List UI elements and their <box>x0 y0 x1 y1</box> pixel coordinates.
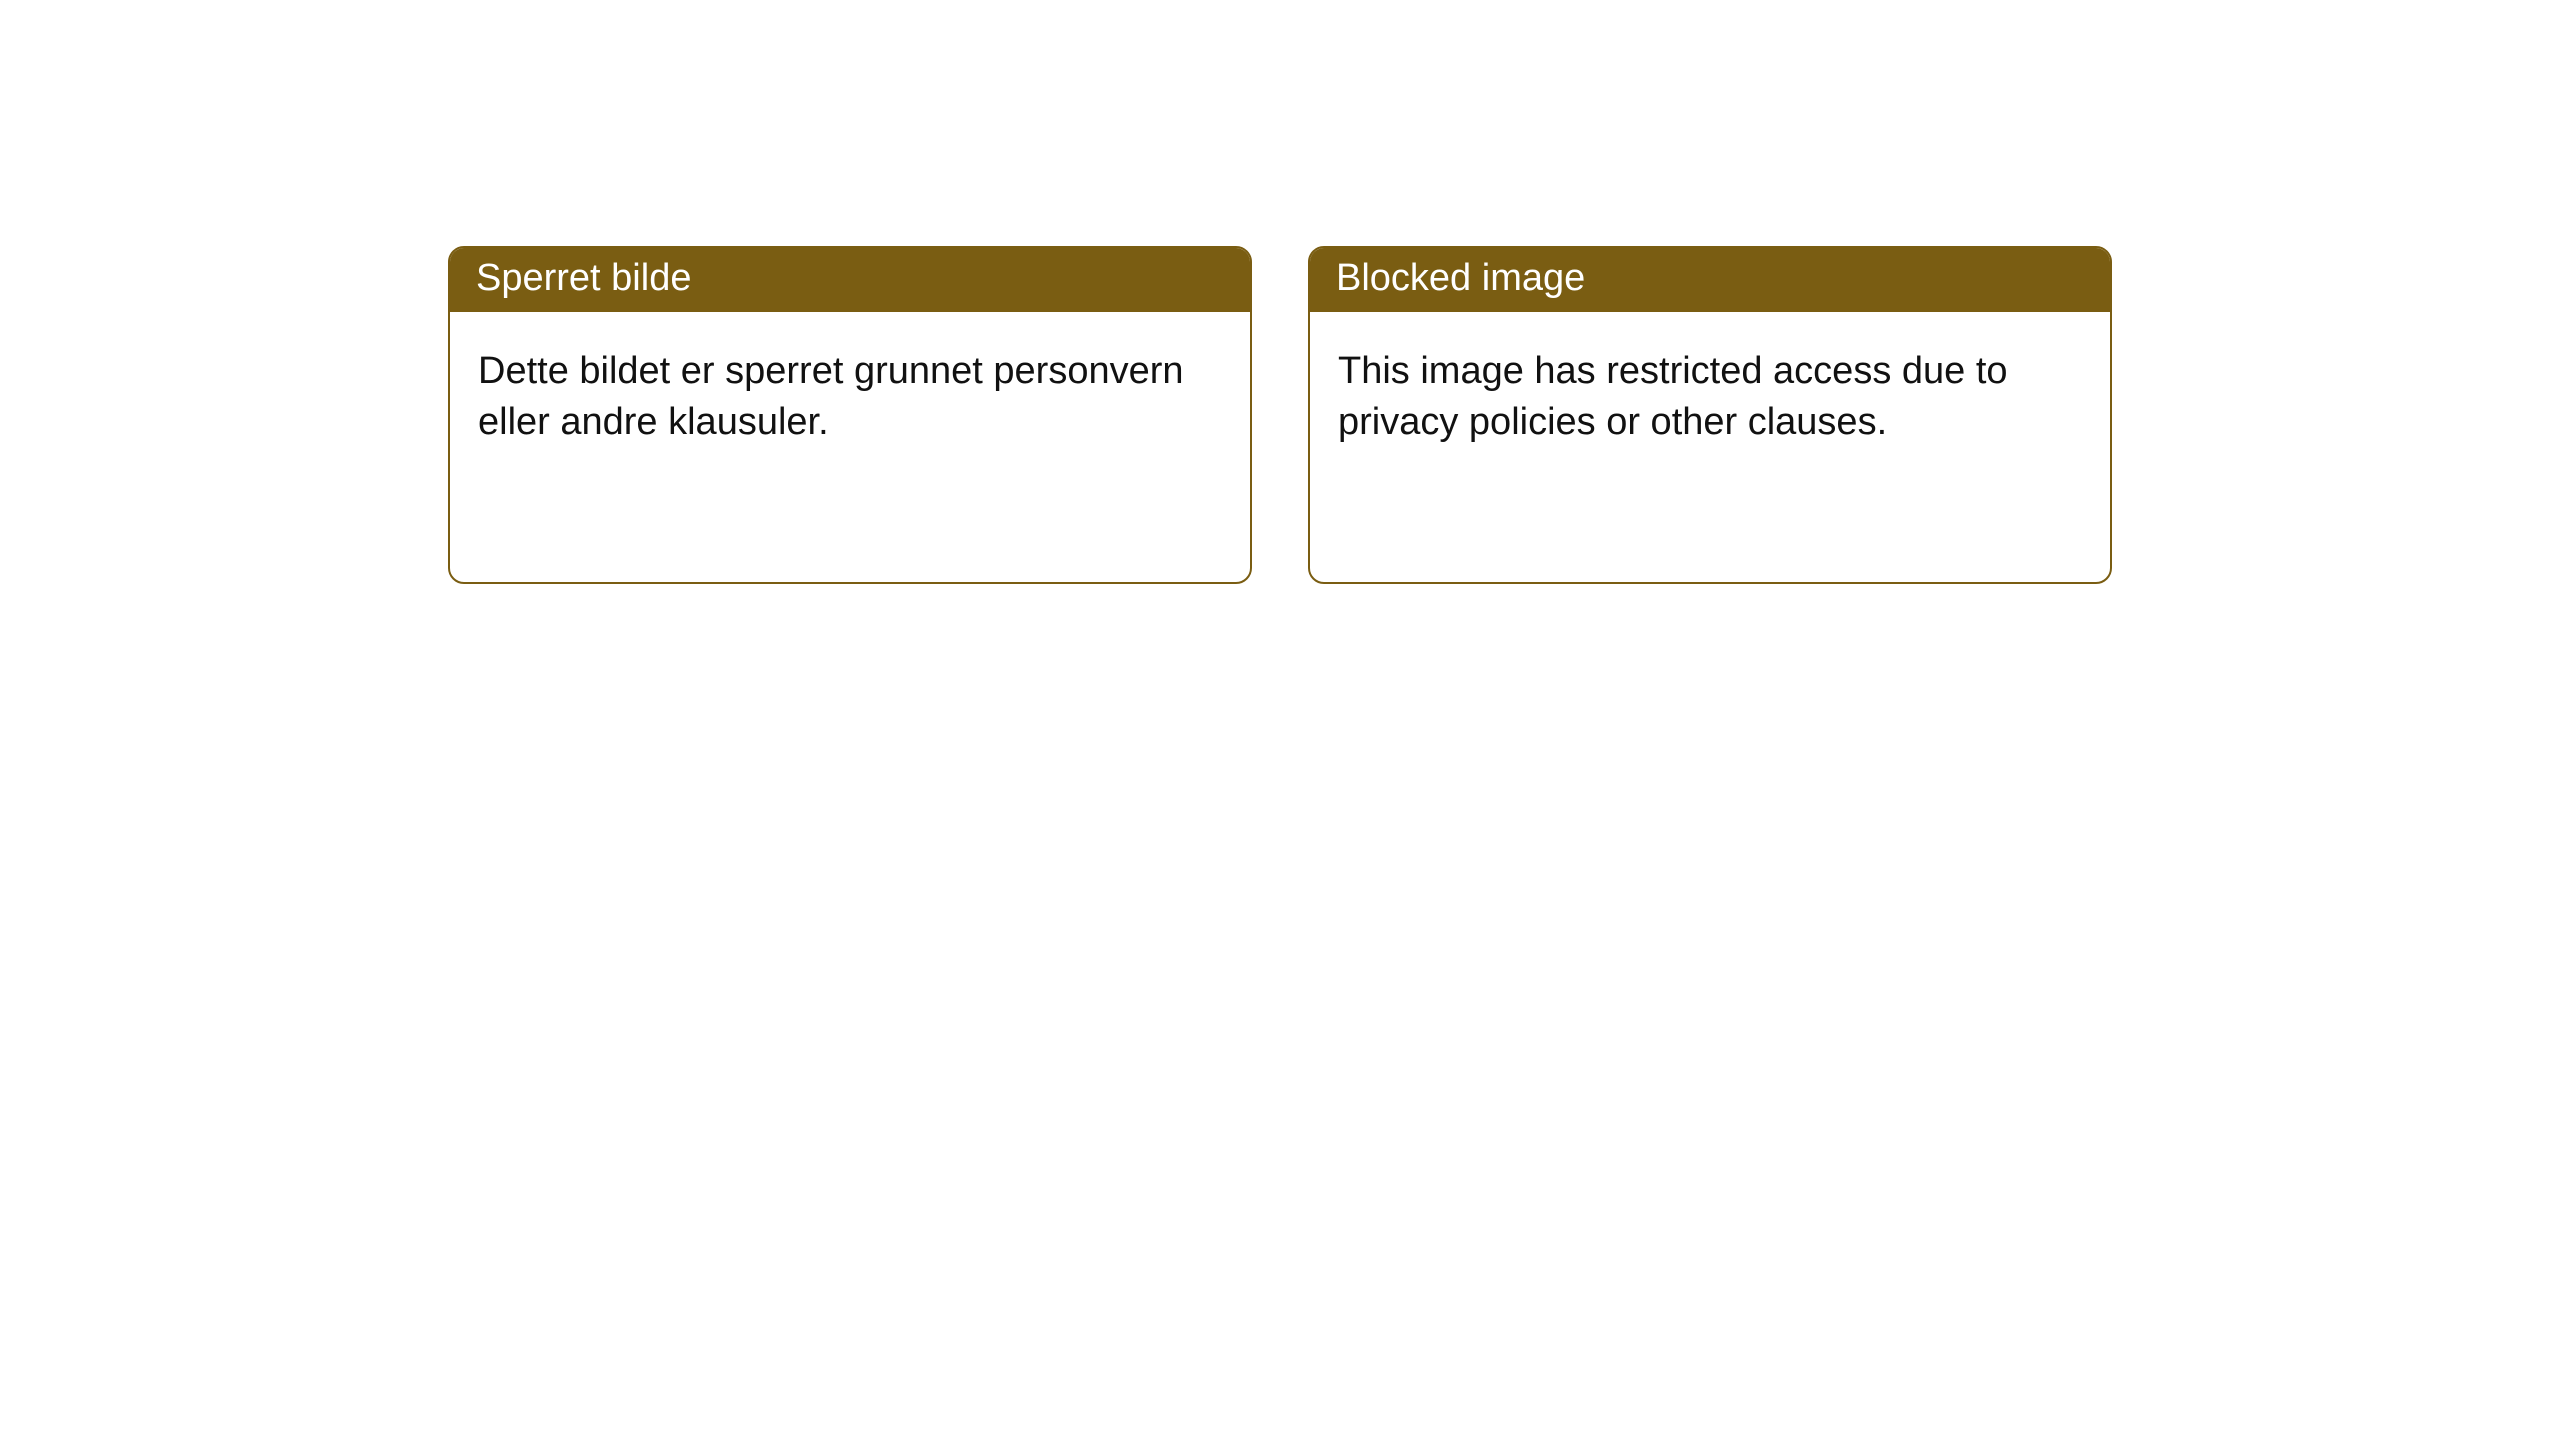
notice-card-english: Blocked image This image has restricted … <box>1308 246 2112 584</box>
notice-container: Sperret bilde Dette bildet er sperret gr… <box>0 0 2560 584</box>
notice-title-english: Blocked image <box>1310 248 2110 312</box>
notice-body-english: This image has restricted access due to … <box>1310 312 2110 582</box>
notice-body-norwegian: Dette bildet er sperret grunnet personve… <box>450 312 1250 582</box>
notice-card-norwegian: Sperret bilde Dette bildet er sperret gr… <box>448 246 1252 584</box>
notice-title-norwegian: Sperret bilde <box>450 248 1250 312</box>
